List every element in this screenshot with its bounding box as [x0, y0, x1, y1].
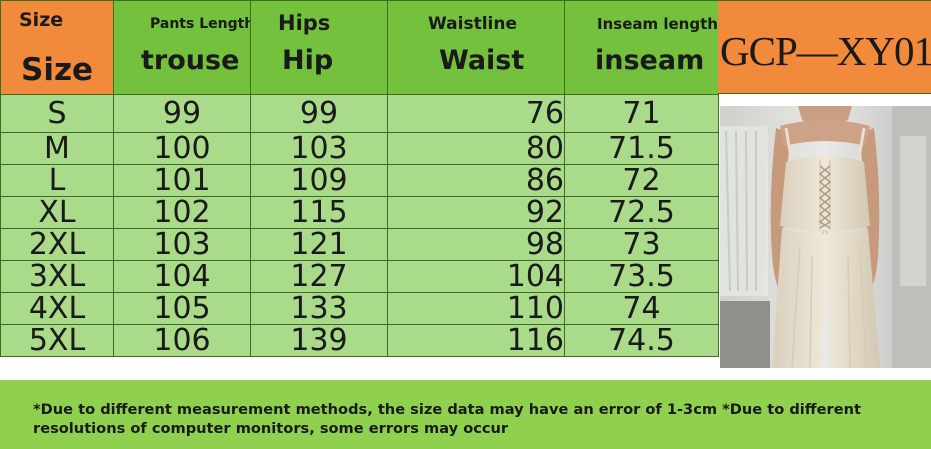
cell-inseam: 74	[564, 292, 719, 325]
cell-hip: 115	[250, 196, 388, 229]
header-trouse: Pants Length trouse	[113, 0, 251, 95]
cell-size: L	[0, 164, 114, 197]
table-row: S 99 99 76 71	[0, 94, 719, 133]
product-code: GCP—XY017	[720, 28, 931, 74]
header-row: Size Size Pants Length trouse Hips Hip W…	[0, 0, 719, 95]
cell-trouse: 102	[113, 196, 251, 229]
header-trouse-top: Pants Length	[150, 16, 251, 32]
model-photo-image	[720, 106, 931, 368]
cell-hip: 103	[250, 132, 388, 165]
cell-trouse: 105	[113, 292, 251, 325]
cell-inseam: 72	[564, 164, 719, 197]
cell-hip: 121	[250, 228, 388, 261]
header-inseam-top: Inseam length	[597, 15, 718, 33]
cell-hip: 109	[250, 164, 388, 197]
cell-trouse: 104	[113, 260, 251, 293]
cell-hip: 127	[250, 260, 388, 293]
header-inseam-bottom: inseam	[595, 45, 705, 76]
cell-size: S	[0, 94, 114, 133]
cell-size: 2XL	[0, 228, 114, 261]
cell-hip: 139	[250, 324, 388, 357]
cell-trouse: 103	[113, 228, 251, 261]
cell-size: 4XL	[0, 292, 114, 325]
table-row: 5XL 106 139 116 74.5	[0, 324, 719, 357]
header-size-top: Size	[19, 9, 64, 31]
cell-inseam: 74.5	[564, 324, 719, 357]
header-hip-top: Hips	[278, 11, 331, 35]
cell-trouse: 101	[113, 164, 251, 197]
header-size-bottom: Size	[21, 52, 94, 88]
table-row: XL 102 115 92 72.5	[0, 196, 719, 229]
cell-size: XL	[0, 196, 114, 229]
cell-waist: 104	[387, 260, 565, 293]
cell-hip: 99	[250, 94, 388, 133]
cell-inseam: 73.5	[564, 260, 719, 293]
cell-inseam: 71	[564, 94, 719, 133]
table-row: 2XL 103 121 98 73	[0, 228, 719, 261]
table-row: M 100 103 80 71.5	[0, 132, 719, 165]
table-row: 3XL 104 127 104 73.5	[0, 260, 719, 293]
header-waist: Waistline Waist	[387, 0, 565, 95]
header-waist-bottom: Waist	[439, 45, 525, 76]
cell-waist: 98	[387, 228, 565, 261]
header-hip: Hips Hip	[250, 0, 388, 95]
cell-inseam: 73	[564, 228, 719, 261]
header-waist-top: Waistline	[428, 14, 517, 34]
cell-trouse: 106	[113, 324, 251, 357]
cell-trouse: 100	[113, 132, 251, 165]
header-size: Size Size	[0, 0, 114, 95]
cell-size: M	[0, 132, 114, 165]
cell-waist: 92	[387, 196, 565, 229]
header-hip-bottom: Hip	[282, 45, 334, 76]
header-trouse-bottom: trouse	[141, 45, 240, 76]
cell-waist: 80	[387, 132, 565, 165]
cell-size: 3XL	[0, 260, 114, 293]
cell-size: 5XL	[0, 324, 114, 357]
cell-waist: 116	[387, 324, 565, 357]
disclaimer-text: *Due to different measurement methods, t…	[33, 401, 861, 437]
cell-inseam: 71.5	[564, 132, 719, 165]
cell-hip: 133	[250, 292, 388, 325]
cell-waist: 76	[387, 94, 565, 133]
cell-inseam: 72.5	[564, 196, 719, 229]
header-inseam: Inseam length inseam	[564, 0, 719, 95]
table-row: 4XL 105 133 110 74	[0, 292, 719, 325]
size-table: Size Size Pants Length trouse Hips Hip W…	[0, 0, 719, 357]
product-code-box: GCP—XY017	[718, 0, 931, 94]
disclaimer-footer: *Due to different measurement methods, t…	[0, 380, 931, 449]
cell-trouse: 99	[113, 94, 251, 133]
model-photo	[720, 106, 931, 368]
cell-waist: 110	[387, 292, 565, 325]
cell-waist: 86	[387, 164, 565, 197]
table-row: L 101 109 86 72	[0, 164, 719, 197]
